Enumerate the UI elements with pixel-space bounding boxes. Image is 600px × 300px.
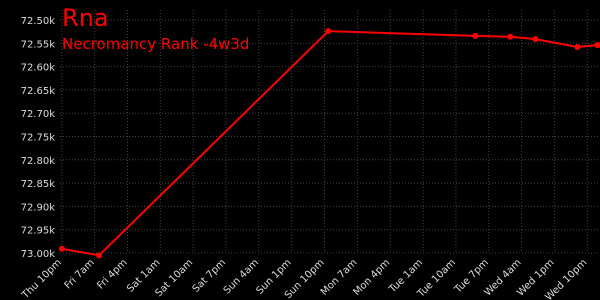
chart-title: Rna <box>62 4 109 32</box>
point <box>58 245 65 252</box>
y-tick-label: 72.70k <box>21 109 56 120</box>
x-tick-label: Fri 7am <box>63 257 97 291</box>
chart-subtitle: Necromancy Rank -4w3d <box>62 35 249 53</box>
y-tick-label: 73.00k <box>21 249 56 260</box>
point <box>594 42 600 49</box>
y-tick-label: 72.60k <box>21 63 56 74</box>
point <box>325 28 332 35</box>
y-tick-label: 72.95k <box>21 226 56 237</box>
point <box>472 32 479 39</box>
y-tick-label: 72.75k <box>21 133 56 144</box>
point <box>96 252 103 259</box>
x-tick-label: Thu 10pm <box>20 257 64 300</box>
point <box>574 44 581 51</box>
point <box>532 36 539 43</box>
point <box>507 33 514 40</box>
y-tick-label: 72.90k <box>21 202 56 213</box>
y-tick-label: 72.65k <box>21 86 56 97</box>
y-tick-label: 72.55k <box>21 39 56 50</box>
y-tick-label: 72.85k <box>21 179 56 190</box>
y-tick-label: 72.50k <box>21 16 56 27</box>
line <box>61 30 598 257</box>
y-tick-label: 72.80k <box>21 156 56 167</box>
